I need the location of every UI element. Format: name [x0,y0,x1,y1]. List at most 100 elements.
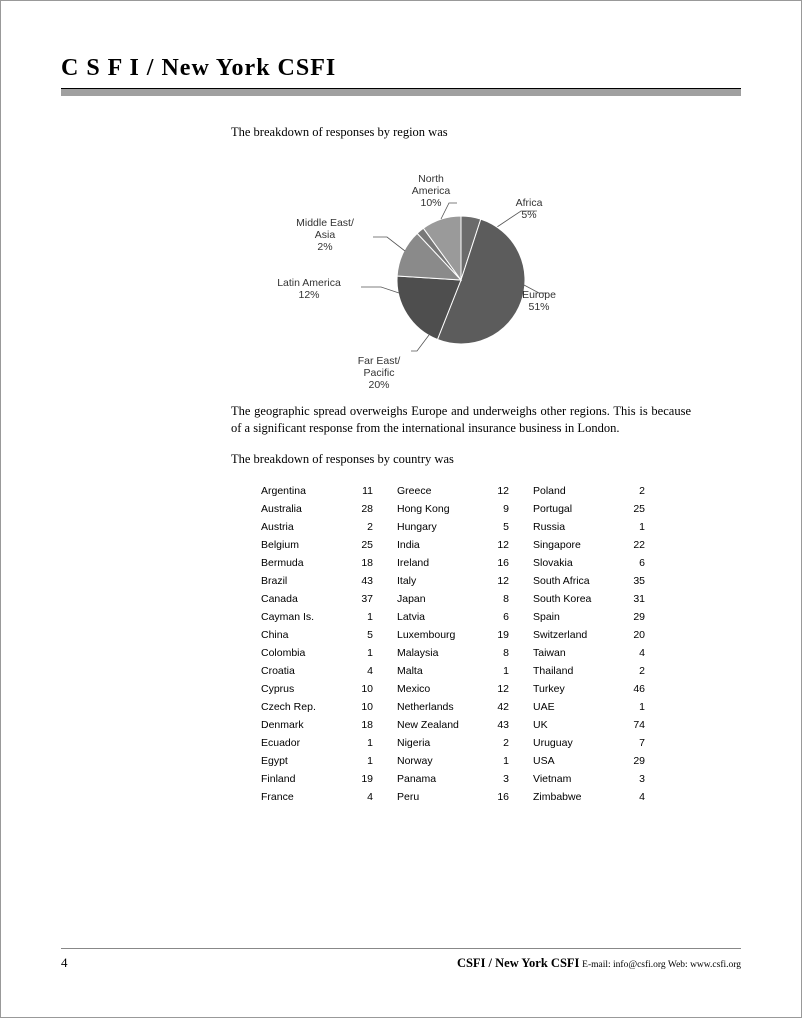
country-value: 28 [347,500,373,518]
country-name: India [397,536,483,554]
country-value: 43 [483,716,509,734]
country-name: Zimbabwe [533,788,619,806]
country-name: Switzerland [533,626,619,644]
country-name: Uruguay [533,734,619,752]
country-value: 6 [619,554,645,572]
country-name: Thailand [533,662,619,680]
header-rule [61,88,741,96]
country-value: 11 [347,482,373,500]
country-value: 37 [347,590,373,608]
country-name: Finland [261,770,347,788]
country-name: Mexico [397,680,483,698]
country-name: Netherlands [397,698,483,716]
country-value: 10 [347,698,373,716]
country-value: 5 [483,518,509,536]
country-value: 2 [619,482,645,500]
page-footer: 4 CSFI / New York CSFI E-mail: info@csfi… [61,948,741,971]
country-name: Bermuda [261,554,347,572]
country-name: South Africa [533,572,619,590]
country-value: 12 [483,572,509,590]
country-column: ArgentinaAustraliaAustriaBelgiumBermudaB… [261,482,397,806]
intro-country-text: The breakdown of responses by country wa… [231,451,691,468]
pie-label: Middle East/Asia2% [296,217,354,253]
country-value: 4 [619,644,645,662]
country-column: PolandPortugalRussiaSingaporeSlovakiaSou… [533,482,669,806]
country-name: Argentina [261,482,347,500]
footer-org: CSFI / New York CSFI [457,956,579,970]
country-value: 2 [619,662,645,680]
country-value: 10 [347,680,373,698]
country-value: 2 [347,518,373,536]
intro-region-text: The breakdown of responses by region was [231,124,691,141]
country-name: Spain [533,608,619,626]
country-value: 46 [619,680,645,698]
country-value: 16 [483,554,509,572]
country-name: Ecuador [261,734,347,752]
country-value: 4 [619,788,645,806]
country-name: USA [533,752,619,770]
country-name: Slovakia [533,554,619,572]
country-name: Czech Rep. [261,698,347,716]
region-pie-chart: Africa5%Europe51%Far East/Pacific20%Lati… [231,155,691,385]
country-value: 12 [483,680,509,698]
country-value: 1 [619,518,645,536]
country-value: 7 [619,734,645,752]
country-value: 12 [483,536,509,554]
page-header-title: C S F I / New York CSFI [61,55,741,82]
country-value: 25 [619,500,645,518]
country-name: Hungary [397,518,483,536]
country-name: Portugal [533,500,619,518]
country-name: Russia [533,518,619,536]
pie-leader [373,237,405,251]
country-value: 1 [347,734,373,752]
country-value: 20 [619,626,645,644]
country-table: ArgentinaAustraliaAustriaBelgiumBermudaB… [261,482,691,806]
country-name: Cyprus [261,680,347,698]
country-name: Panama [397,770,483,788]
country-value: 1 [347,752,373,770]
country-value: 74 [619,716,645,734]
country-value: 1 [483,662,509,680]
footer-right: CSFI / New York CSFI E-mail: info@csfi.o… [457,956,741,971]
country-value: 19 [347,770,373,788]
country-name: South Korea [533,590,619,608]
country-value: 2 [483,734,509,752]
country-value: 18 [347,716,373,734]
country-name: Singapore [533,536,619,554]
country-value: 29 [619,608,645,626]
country-name: China [261,626,347,644]
country-name: Ireland [397,554,483,572]
country-value: 42 [483,698,509,716]
country-name: UAE [533,698,619,716]
country-value: 35 [619,572,645,590]
country-name: Canada [261,590,347,608]
country-value: 22 [619,536,645,554]
country-name: Hong Kong [397,500,483,518]
country-name: Australia [261,500,347,518]
country-name: Colombia [261,644,347,662]
country-name: Vietnam [533,770,619,788]
country-value: 31 [619,590,645,608]
country-name: Belgium [261,536,347,554]
country-name: Taiwan [533,644,619,662]
country-value: 5 [347,626,373,644]
country-name: New Zealand [397,716,483,734]
pie-label: Europe51% [522,289,556,313]
country-value: 16 [483,788,509,806]
country-value: 25 [347,536,373,554]
country-value: 43 [347,572,373,590]
country-name: Cayman Is. [261,608,347,626]
country-value: 29 [619,752,645,770]
country-name: Turkey [533,680,619,698]
pie-label: Africa5% [516,197,543,221]
country-column: GreeceHong KongHungaryIndiaIrelandItalyJ… [397,482,533,806]
country-name: Egypt [261,752,347,770]
country-name: Austria [261,518,347,536]
footer-page-number: 4 [61,955,68,971]
pie-label: Far East/Pacific20% [358,355,401,391]
country-value: 1 [483,752,509,770]
country-name: France [261,788,347,806]
country-value: 3 [483,770,509,788]
country-value: 6 [483,608,509,626]
country-value: 3 [619,770,645,788]
